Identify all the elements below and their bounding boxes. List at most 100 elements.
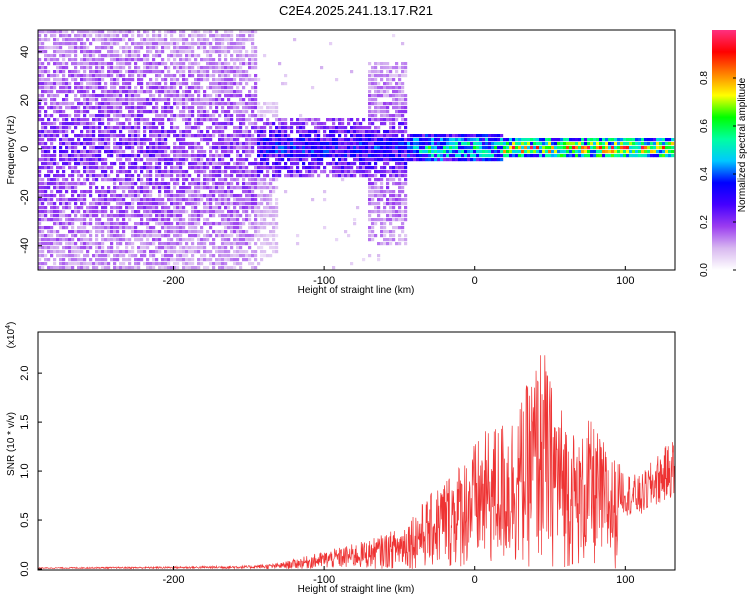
spectrogram-cell [182, 178, 186, 182]
spectrogram-cell [266, 110, 270, 114]
spectrogram-cell [41, 70, 45, 74]
spectrogram-cell [179, 70, 183, 74]
spectrogram-cell [146, 54, 150, 58]
spectrogram-cell [200, 194, 204, 198]
spectrogram-cell [80, 190, 84, 194]
spectrogram-cell [83, 70, 87, 74]
spectrogram-cell [53, 138, 57, 142]
spectrogram-cell [62, 214, 66, 218]
spectrogram-cell [77, 122, 81, 126]
spectrogram-cell [212, 66, 216, 70]
spectrogram-cell [59, 226, 63, 230]
spectrogram-cell [101, 90, 105, 94]
spectrogram-cell [395, 66, 399, 70]
spectrogram-cell [68, 238, 72, 242]
spectrogram-cell [242, 190, 246, 194]
spectrogram-cell [167, 250, 171, 254]
spectrogram-cell [194, 246, 198, 250]
spectrogram-cell [239, 66, 243, 70]
spectrogram-cell [155, 110, 159, 114]
spectrogram-cell [338, 162, 342, 166]
spectrogram-cell [383, 82, 387, 86]
spectrogram-cell [212, 206, 216, 210]
spectrogram-cell [110, 58, 114, 62]
spectrogram-cell [290, 126, 294, 130]
spectrogram-cell [137, 262, 141, 266]
spectrogram-cell [134, 90, 138, 94]
spectrogram-cell [107, 130, 111, 134]
spectrogram-cell [176, 90, 180, 94]
spectrogram-cell [134, 86, 138, 90]
spectrogram-cell [77, 262, 81, 266]
spectrogram-cell [149, 174, 153, 178]
spectrogram-cell [110, 178, 114, 182]
spectrogram-cell [251, 42, 255, 46]
spectrogram-cell [161, 150, 165, 154]
spectrogram-cell [263, 162, 267, 166]
spectrogram-cell [167, 154, 171, 158]
spectrogram-cell [122, 210, 126, 214]
spectrogram-cell [440, 134, 444, 138]
spectrogram-cell [41, 262, 45, 266]
spectrogram-cell [245, 154, 249, 158]
spectrogram-cell [74, 182, 78, 186]
spectrogram-cell [185, 106, 189, 110]
spectrogram-cell [152, 234, 156, 238]
spectrogram-cell [74, 190, 78, 194]
spectrogram-cell [218, 158, 222, 162]
spectrogram-cell [131, 34, 135, 38]
spectrogram-cell [635, 150, 639, 154]
spectrogram-cell [44, 46, 48, 50]
spectrogram-cell [161, 242, 165, 246]
spectrogram-cell [86, 30, 90, 34]
spectrogram-cell [224, 58, 228, 62]
spectrogram-cell [161, 222, 165, 226]
spectrogram-cell [122, 162, 126, 166]
spectrogram-cell [635, 142, 639, 146]
spectrogram-cell [458, 150, 462, 154]
spectrogram-cell [116, 238, 120, 242]
spectrogram-cell [227, 258, 231, 262]
spectrogram-cell [302, 130, 306, 134]
spectrogram-cell [230, 158, 234, 162]
spectrogram-cell [158, 98, 162, 102]
spectrogram-cell [170, 166, 174, 170]
spectrogram-cell [383, 242, 387, 246]
spectrogram-cell [158, 182, 162, 186]
spectrogram-cell [62, 162, 66, 166]
spectrogram-cell [203, 170, 207, 174]
spectrogram-cell [218, 230, 222, 234]
spectrogram-cell [92, 162, 96, 166]
spectrogram-cell [44, 218, 48, 222]
spectrogram-cell [143, 142, 147, 146]
spectrogram-cell [224, 230, 228, 234]
spectrogram-cell [65, 122, 69, 126]
spectrogram-cell [128, 134, 132, 138]
spectrogram-cell [101, 194, 105, 198]
spectrogram-cell [305, 134, 309, 138]
spectrogram-cell [215, 46, 219, 50]
spectrogram-cell [296, 154, 300, 158]
spectrogram-cell [254, 86, 258, 90]
spectrogram-cell [152, 158, 156, 162]
spectrogram-cell [404, 74, 408, 78]
spectrogram-cell [332, 142, 336, 146]
spectrogram-cell [125, 42, 129, 46]
spectrogram-cell [101, 162, 105, 166]
spectrogram-cell [248, 62, 252, 66]
spectrogram-cell [260, 182, 264, 186]
spectrogram-cell [104, 222, 108, 226]
spectrogram-cell [164, 230, 168, 234]
spectrogram-cell [203, 178, 207, 182]
spectrogram-cell [119, 62, 123, 66]
spectrogram-cell [407, 150, 411, 154]
spectrogram-cell [164, 150, 168, 154]
spectrogram-cell [212, 62, 216, 66]
spectrogram-cell [113, 126, 117, 130]
spectrogram-cell [164, 170, 168, 174]
spectrogram-cell [167, 70, 171, 74]
spectrogram-cell [110, 110, 114, 114]
spectrogram-cell [200, 118, 204, 122]
spectrogram-cell [521, 154, 525, 158]
spectrogram-cell [191, 102, 195, 106]
